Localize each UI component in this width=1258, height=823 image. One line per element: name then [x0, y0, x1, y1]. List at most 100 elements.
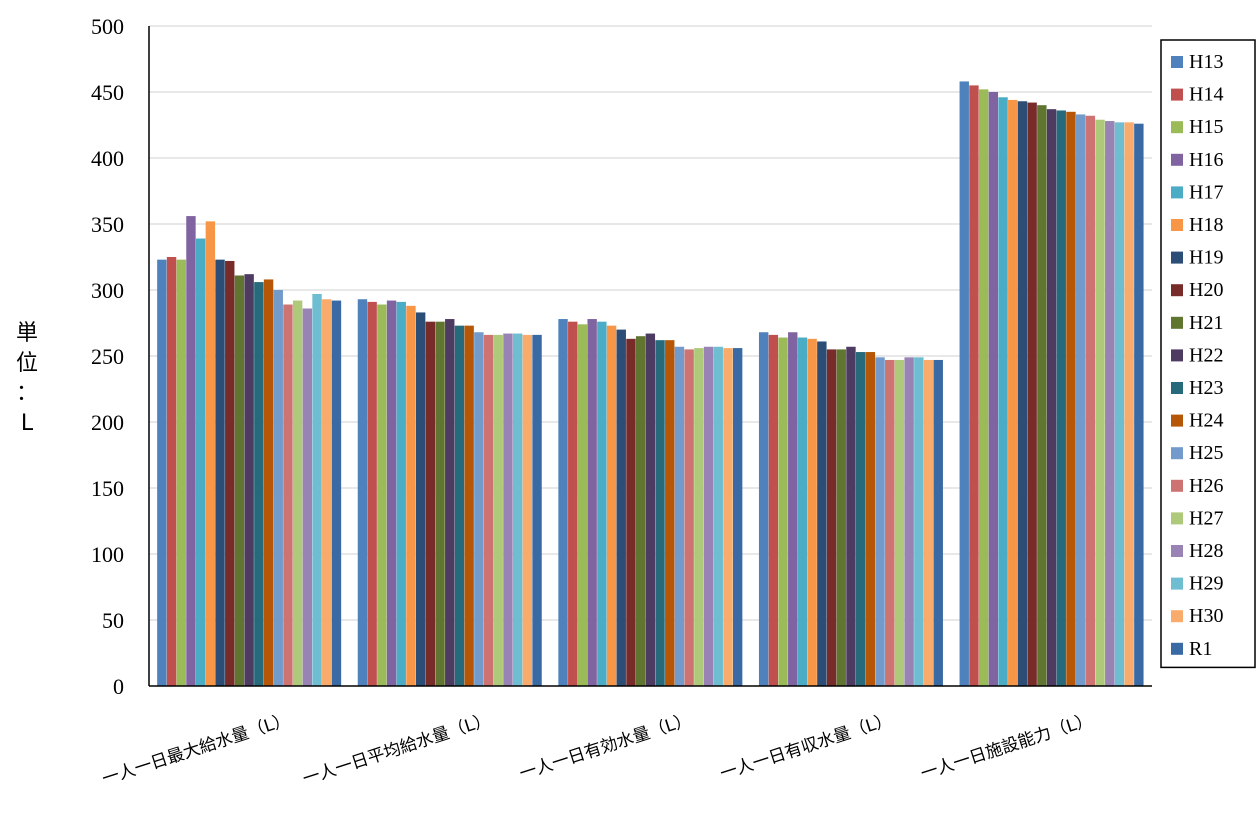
legend-swatch-h26	[1171, 479, 1183, 492]
bar-h16	[186, 216, 196, 686]
bar-h19	[817, 341, 827, 686]
bar-h17	[396, 301, 406, 686]
bar-h21	[435, 321, 445, 686]
bar-h29	[1114, 122, 1125, 687]
x-category-label: 一人一日平均給水量（L）	[300, 710, 493, 790]
bar-h27	[1095, 119, 1105, 687]
bars	[157, 81, 1144, 687]
bar-h29	[512, 333, 523, 686]
legend-label-h15: H15	[1189, 116, 1223, 138]
bar-h14	[969, 85, 979, 686]
legend-label-h27: H27	[1189, 507, 1223, 529]
y-tick-label: 150	[91, 476, 124, 501]
bar-h17	[195, 238, 206, 686]
bar-h19	[215, 259, 225, 686]
bar-h23	[855, 352, 866, 686]
bar-h14	[568, 321, 578, 686]
bar-h16	[788, 332, 798, 686]
bar-r1	[732, 348, 743, 686]
legend-label-h25: H25	[1189, 442, 1223, 464]
bar-h25	[875, 357, 885, 686]
bar-h19	[415, 312, 426, 686]
legend-label-h19: H19	[1189, 247, 1223, 269]
bar-h15	[978, 89, 989, 687]
bar-h25	[1075, 114, 1086, 686]
bar-h20	[826, 349, 837, 686]
legend-label-h14: H14	[1189, 84, 1223, 106]
bar-h18	[205, 221, 216, 687]
legend-swatch-h27	[1171, 512, 1183, 525]
bar-h18	[406, 305, 416, 686]
bar-h28	[503, 333, 513, 686]
bar-h20	[425, 321, 436, 686]
axes	[148, 26, 1152, 687]
bar-h26	[684, 349, 694, 686]
legend-label-h22: H22	[1189, 344, 1223, 366]
legend-label-h26: H26	[1189, 475, 1223, 497]
bar-h27	[694, 348, 704, 686]
bar-h29	[312, 293, 322, 686]
bar-h30	[322, 299, 332, 686]
bar-h22	[445, 319, 455, 686]
bar-h22	[846, 346, 856, 686]
y-tick-label: 300	[91, 278, 124, 303]
bar-h25	[474, 332, 484, 686]
bar-h29	[713, 346, 723, 686]
y-tick-label: 450	[91, 80, 124, 105]
bar-h13	[157, 259, 167, 686]
bar-h27	[493, 334, 503, 686]
x-category-label: 一人一日最大給水量（L）	[100, 710, 293, 790]
bar-h20	[225, 260, 235, 686]
legend-label-r1: R1	[1189, 638, 1212, 660]
bar-h23	[254, 282, 264, 686]
legend-label-h20: H20	[1189, 279, 1223, 301]
bar-h24	[865, 352, 876, 686]
bar-h18	[807, 338, 817, 686]
legend-label-h23: H23	[1189, 377, 1223, 399]
bar-h14	[367, 301, 377, 686]
bar-h13	[357, 299, 368, 686]
bar-h22	[244, 274, 254, 686]
legend-swatch-h20	[1171, 284, 1183, 297]
bar-h13	[558, 319, 568, 686]
x-category-label: 一人一日施設能力（L）	[918, 710, 1095, 784]
legend: H13 H14 H15 H16 H17 H18 H19 H20 H21 H22 H23 H24 H25 H…	[1160, 39, 1256, 669]
bar-h24	[263, 279, 274, 686]
legend-label-h21: H21	[1189, 312, 1223, 334]
bar-h23	[1056, 110, 1066, 687]
x-category-label: 一人一日有収水量（L）	[718, 710, 895, 784]
legend-swatch-h19	[1171, 251, 1183, 264]
bar-h23	[454, 325, 465, 686]
bar-h20	[1027, 102, 1037, 686]
bar-h17	[998, 97, 1008, 686]
bar-h14	[166, 257, 177, 686]
bar-h21	[234, 275, 245, 686]
bar-h21	[635, 336, 646, 686]
legend-swatch-h16	[1171, 153, 1183, 166]
bar-h21	[836, 349, 846, 686]
bar-h15	[377, 304, 387, 686]
legend-swatch-h29	[1171, 577, 1183, 590]
bar-h15	[577, 324, 588, 686]
bar-h16	[988, 92, 999, 686]
y-axis-label: 単位： L	[16, 321, 38, 436]
bar-h19	[1017, 101, 1028, 687]
y-tick-label: 100	[91, 542, 124, 567]
bar-h28	[302, 308, 313, 686]
y-tick-label: 350	[91, 212, 124, 237]
bar-r1	[331, 300, 342, 686]
legend-swatch-r1	[1171, 642, 1183, 655]
legend-label-h17: H17	[1189, 181, 1223, 203]
bar-h26	[483, 334, 494, 686]
bar-h15	[778, 337, 788, 686]
bar-h24	[1066, 111, 1076, 687]
legend-swatch-h17	[1171, 186, 1183, 199]
y-axis-title: 単位： L	[16, 321, 38, 436]
legend-label-h16: H16	[1189, 149, 1223, 171]
bar-h26	[885, 359, 895, 686]
legend-swatch-h25	[1171, 447, 1183, 460]
bar-h13	[959, 81, 969, 686]
bar-h29	[914, 357, 924, 686]
legend-swatch-h28	[1171, 545, 1183, 557]
